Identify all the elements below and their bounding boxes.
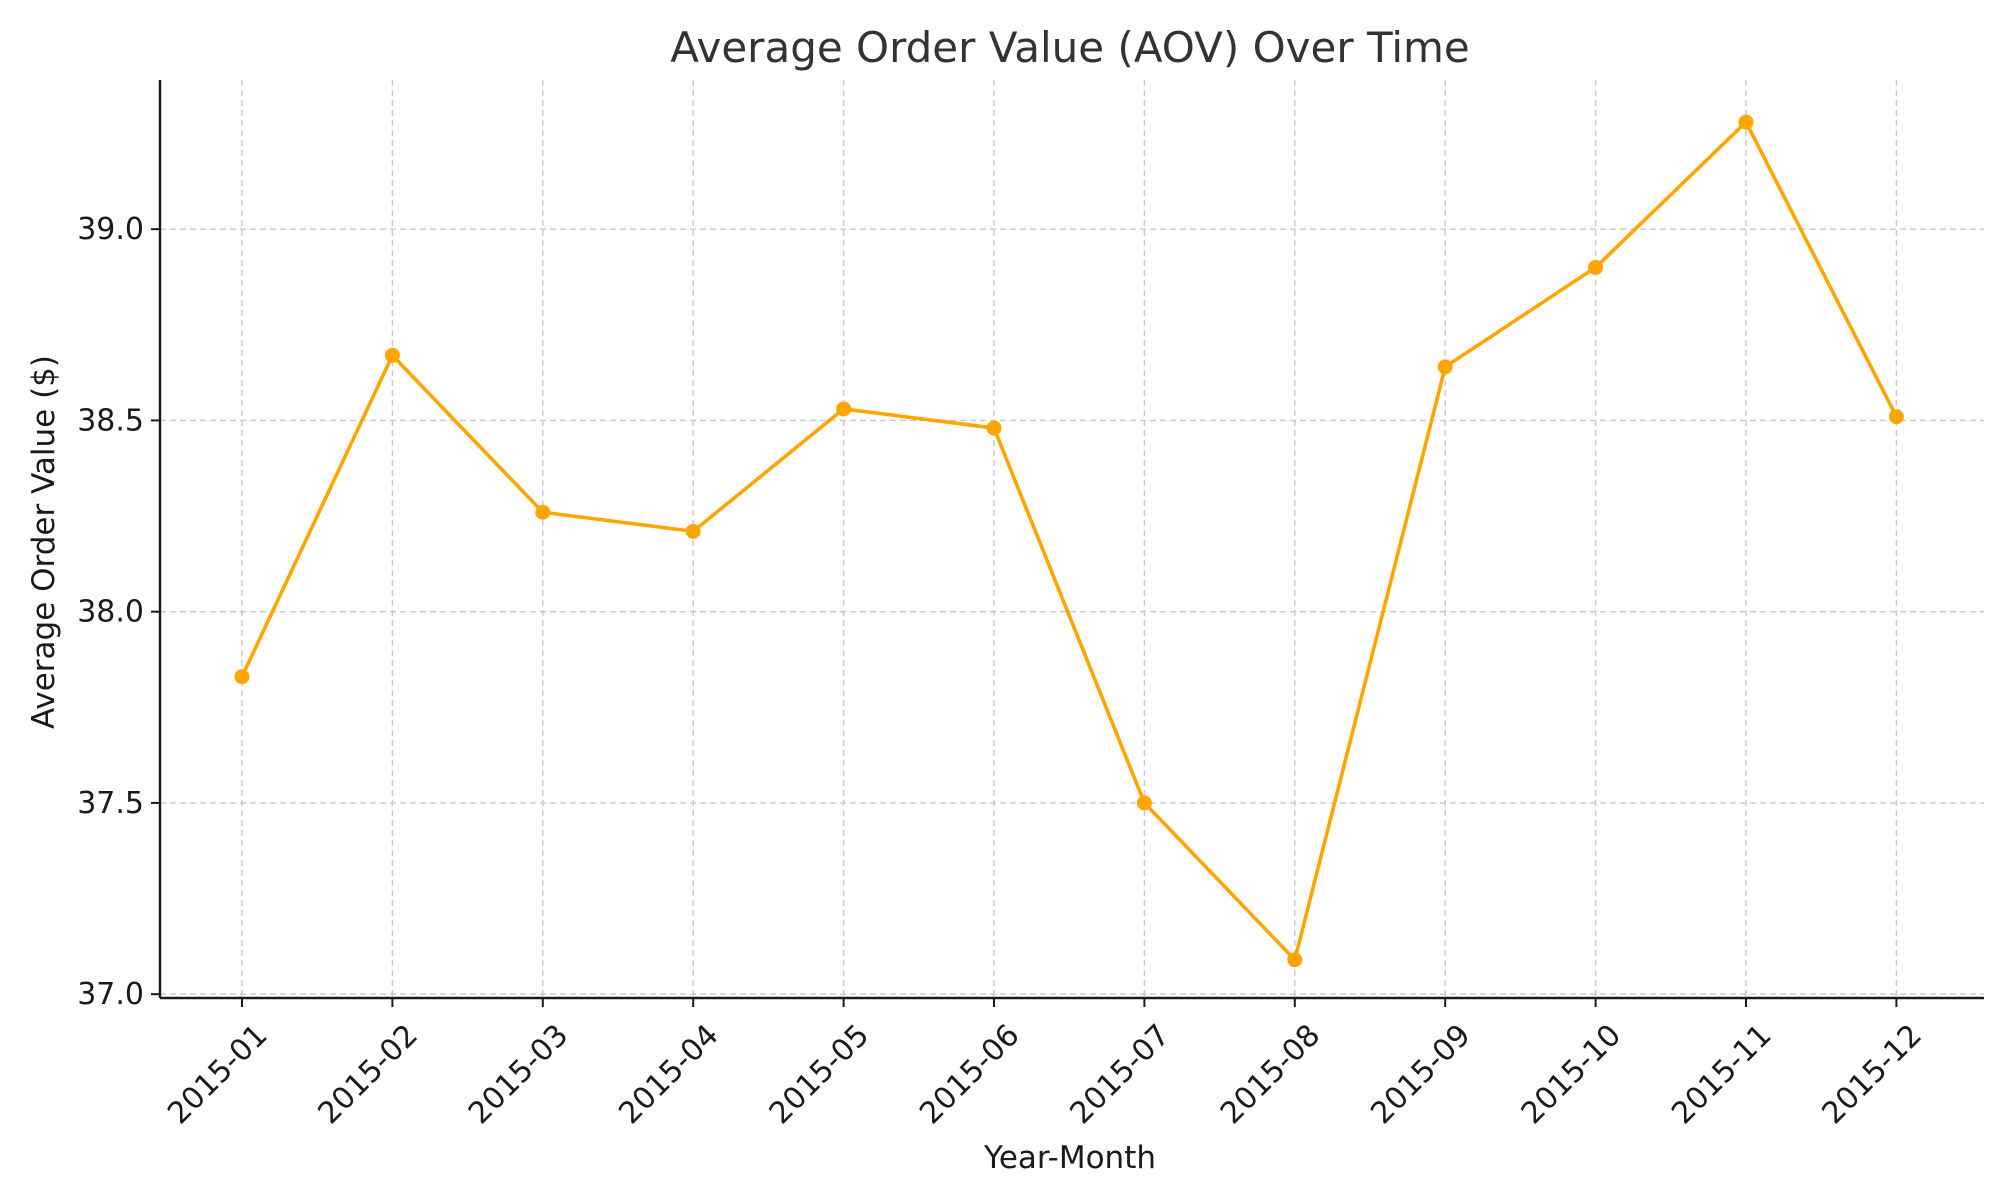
- y-axis-label: Average Order Value ($): [26, 355, 62, 729]
- chart-title: Average Order Value (AOV) Over Time: [670, 23, 1470, 72]
- x-tick-label: 2015-12: [1816, 1018, 1929, 1131]
- data-point: [1888, 409, 1904, 425]
- x-tick-label: 2015-10: [1515, 1018, 1628, 1131]
- data-point: [986, 420, 1002, 436]
- x-tick-label: 2015-04: [612, 1018, 725, 1131]
- y-tick-label: 37.0: [77, 977, 144, 1012]
- x-tick-label: 2015-06: [913, 1018, 1026, 1131]
- data-point: [1437, 359, 1453, 375]
- x-tick-label: 2015-11: [1665, 1018, 1778, 1131]
- y-tick-label: 37.5: [77, 786, 144, 821]
- y-tick-label: 38.0: [77, 595, 144, 630]
- y-tick-label: 39.0: [77, 212, 144, 247]
- x-tick-label: 2015-03: [462, 1018, 575, 1131]
- x-tick-label: 2015-08: [1214, 1018, 1327, 1131]
- data-point: [234, 669, 250, 685]
- data-point: [1136, 795, 1152, 811]
- x-tick-label: 2015-07: [1064, 1018, 1177, 1131]
- series-line: [240, 120, 1899, 962]
- x-tick-label: 2015-05: [763, 1018, 876, 1131]
- series-layer: [234, 114, 1904, 968]
- y-tick-label: 38.5: [77, 403, 144, 438]
- data-point: [836, 401, 852, 417]
- data-point: [685, 523, 701, 539]
- data-point: [1738, 114, 1754, 130]
- data-point: [535, 504, 551, 520]
- data-point: [384, 347, 400, 363]
- data-point: [1287, 952, 1303, 968]
- x-axis-label: Year-Month: [983, 1140, 1156, 1176]
- x-tick-label: 2015-01: [161, 1018, 274, 1131]
- x-tick-label: 2015-02: [312, 1018, 425, 1131]
- axes: [151, 80, 1984, 1007]
- y-tick-labels: 37.0 37.5 38.0 38.5 39.0: [77, 212, 144, 1012]
- x-tick-label: 2015-09: [1364, 1018, 1477, 1131]
- data-point: [1588, 259, 1604, 275]
- grid-lines: [160, 80, 1984, 998]
- x-tick-labels: 2015-01 2015-02 2015-03 2015-04 2015-05 2015-…: [161, 1018, 1929, 1131]
